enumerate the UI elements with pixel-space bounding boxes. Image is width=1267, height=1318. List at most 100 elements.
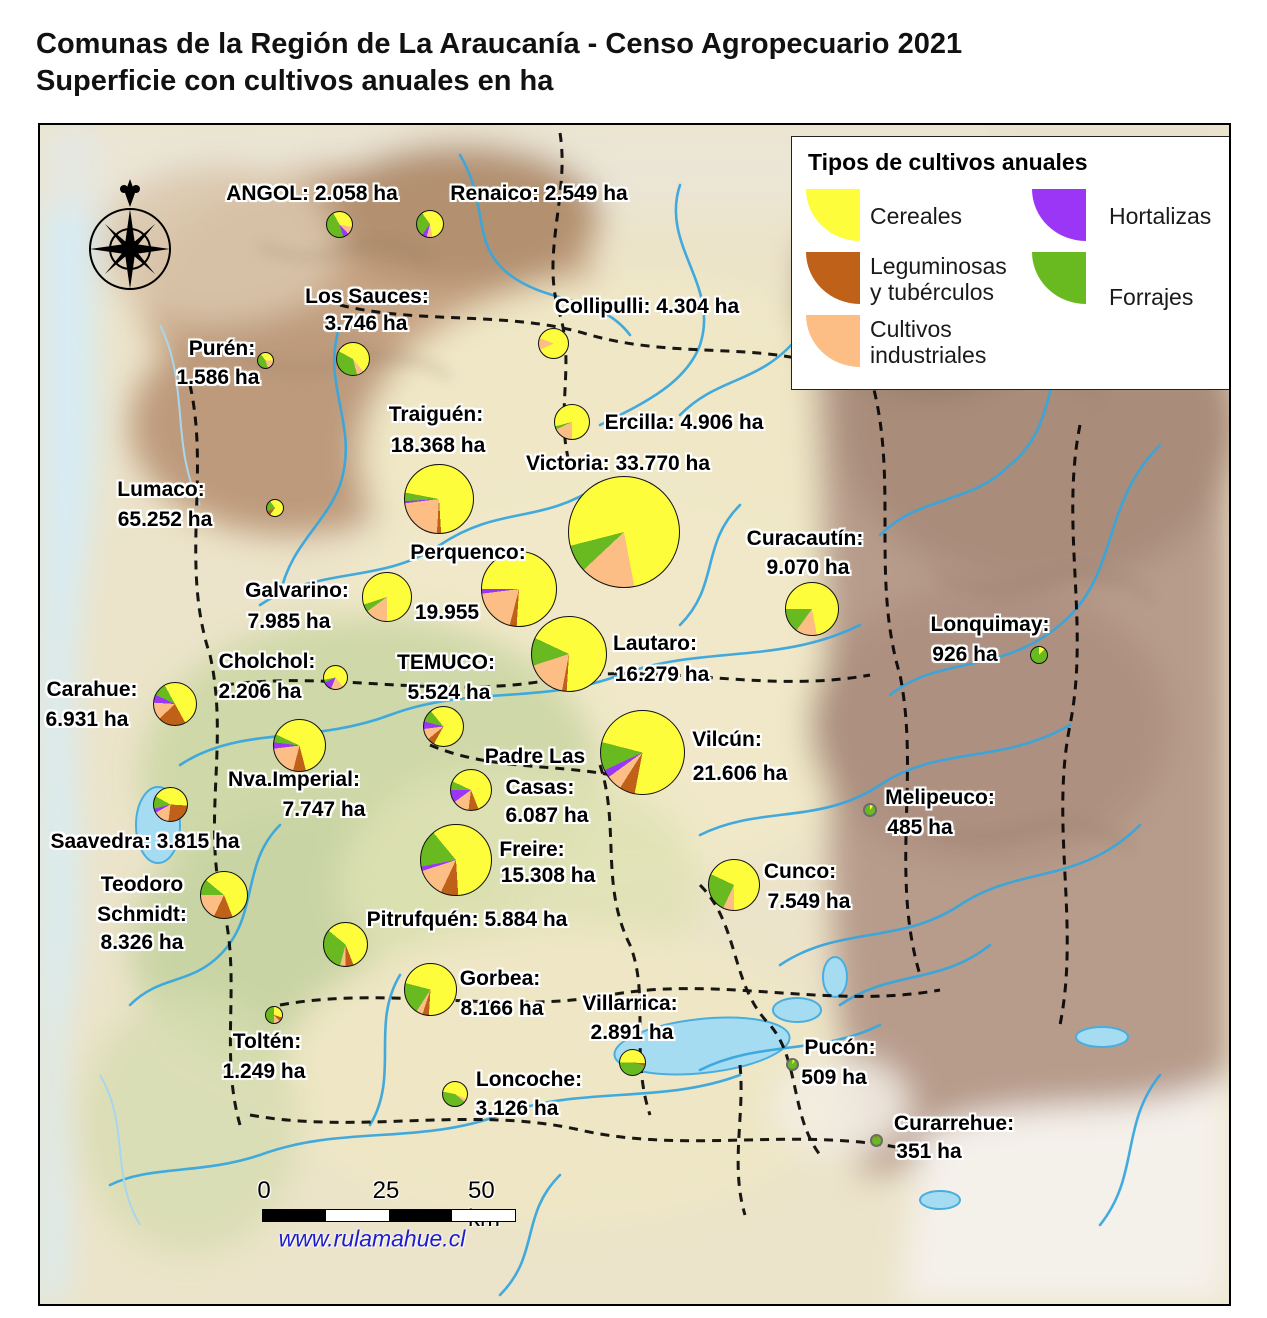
label-collipulli-0: Collipulli: 4.304 ha xyxy=(554,295,740,318)
pie-lumaco xyxy=(266,499,284,517)
label-lonquimay-1: 926 ha xyxy=(932,643,998,666)
scale-label-25: 25 xyxy=(372,1177,400,1204)
pie-teodoro-schmidt xyxy=(200,871,248,919)
scale-label-0: 0 xyxy=(257,1177,271,1204)
label-teodoro-schmidt-0: Teodoro xyxy=(100,873,184,896)
pie-vilcun xyxy=(599,709,685,795)
label-padre-las-casas-1: Casas: xyxy=(505,776,575,799)
pie-lautaro xyxy=(531,616,607,692)
commune-markers-layer: ANGOL: 2.058 ha Renaico: 2.549 ha Los Sauc… xyxy=(40,125,1229,1304)
label-teodoro-schmidt-2: 8.326 ha xyxy=(100,931,184,954)
pie-cholchol xyxy=(322,664,348,690)
label-temuco-0: TEMUCO: xyxy=(397,651,495,674)
label-lonquimay-0: Lonquimay: xyxy=(930,613,1050,636)
scale-segment xyxy=(452,1210,515,1221)
label-saavedra-0: Saavedra: 3.815 ha xyxy=(50,830,240,853)
pie-saavedra xyxy=(152,786,188,822)
label-nueva-imperial-1: 7.747 ha xyxy=(282,798,366,821)
legend-swatch-leguminosas xyxy=(806,252,860,304)
legend-title: Tipos de cultivos anuales xyxy=(808,149,1088,175)
label-traiguen-1: 18.368 ha xyxy=(390,434,486,457)
legend-swatch-forrajes xyxy=(1032,252,1086,304)
legend-box: Tipos de cultivos anuales Cereales Legum… xyxy=(791,136,1229,390)
pie-los-sauces xyxy=(336,342,370,376)
label-curarrehue-0: Curarrehue: xyxy=(893,1112,1015,1135)
pie-villarrica xyxy=(618,1048,646,1076)
pie-tolten xyxy=(265,1006,283,1024)
label-teodoro-schmidt-1: Schmidt: xyxy=(97,903,187,926)
label-los-sauces-1: 3.746 ha xyxy=(324,312,408,335)
pie-cunco xyxy=(708,859,760,911)
label-perquenco-1: 19.955 xyxy=(414,601,480,624)
page-title: Comunas de la Región de La Araucanía - C… xyxy=(36,26,962,100)
label-freire-1: 15.308 ha xyxy=(500,864,596,887)
label-ercilla-0: Ercilla: 4.906 ha xyxy=(604,411,764,434)
label-pucon-0: Pucón: xyxy=(804,1036,876,1059)
label-tolten-0: Toltén: xyxy=(232,1030,302,1053)
scale-segment xyxy=(326,1210,389,1221)
title-line-2: Superficie con cultivos anuales en ha xyxy=(36,65,554,97)
pie-freire xyxy=(420,824,492,896)
pie-gorbea xyxy=(403,962,457,1016)
label-vilcun-0: Vilcún: xyxy=(692,728,762,751)
commune-boundaries xyxy=(188,132,1082,1216)
label-cunco-0: Cunco: xyxy=(763,860,837,883)
label-angol-0: ANGOL: 2.058 ha xyxy=(226,182,398,205)
pie-pucon xyxy=(785,1057,799,1071)
label-pucon-1: 509 ha xyxy=(801,1066,867,1089)
legend-label-industriales: Cultivos industriales xyxy=(870,316,987,368)
label-gorbea-1: 8.166 ha xyxy=(460,997,544,1020)
scale-label-50: 50 km xyxy=(468,1177,500,1232)
legend-label-forrajes: Forrajes xyxy=(1109,284,1194,310)
legend-label-leguminosas: Leguminosas y tubérculos xyxy=(870,253,1007,305)
label-tolten-1: 1.249 ha xyxy=(222,1060,306,1083)
label-curarrehue-1: 351 ha xyxy=(896,1140,962,1163)
scale-segment xyxy=(389,1210,452,1221)
pie-carahue xyxy=(153,682,197,726)
legend-swatch-hortalizas xyxy=(1032,189,1086,241)
label-nueva-imperial-0: Nva.Imperial: xyxy=(228,768,360,791)
label-lumaco-0: Lumaco: xyxy=(117,478,205,501)
label-temuco-1: 5.524 ha xyxy=(407,681,491,704)
label-curacautin-1: 9.070 ha xyxy=(766,556,850,579)
label-freire-0: Freire: xyxy=(499,838,565,861)
website-link[interactable]: www.rulamahue.cl xyxy=(278,1225,466,1252)
pie-galvarino xyxy=(362,572,412,622)
label-galvarino-0: Galvarino: xyxy=(245,579,349,602)
label-los-sauces-0: Los Sauces: xyxy=(305,285,429,308)
label-galvarino-1: 7.985 ha xyxy=(247,610,331,633)
label-puren-0: Purén: xyxy=(188,337,256,360)
legend-swatch-cereales xyxy=(806,189,860,241)
pie-victoria xyxy=(568,476,680,588)
title-line-1: Comunas de la Región de La Araucanía - C… xyxy=(36,28,963,60)
scale-bar: 0 25 50 km xyxy=(257,1177,558,1232)
label-renaico-0: Renaico: 2.549 ha xyxy=(450,182,628,205)
label-traiguen-0: Traiguén: xyxy=(388,403,484,426)
label-carahue-1: 6.931 ha xyxy=(45,708,129,731)
pie-renaico xyxy=(416,210,444,238)
label-lautaro-0: Lautaro: xyxy=(613,632,697,655)
label-padre-las-casas-0: Padre Las xyxy=(484,745,586,768)
pie-curarrehue xyxy=(869,1133,883,1147)
label-carahue-0: Carahue: xyxy=(46,678,138,701)
compass-rose-icon xyxy=(89,179,171,290)
pie-temuco xyxy=(422,705,464,747)
label-melipeuco-0: Melipeuco: xyxy=(885,786,995,809)
pie-curacautin xyxy=(785,582,839,636)
pie-loncoche xyxy=(442,1081,468,1107)
legend-swatch-industriales xyxy=(806,315,860,367)
scale-segment xyxy=(263,1210,326,1221)
label-cholchol-0: Cholchol: xyxy=(218,650,316,673)
label-melipeuco-1: 485 ha xyxy=(887,816,953,839)
label-loncoche-1: 3.126 ha xyxy=(475,1097,559,1120)
pie-padre-las-casas xyxy=(450,769,492,811)
label-lumaco-1: 65.252 ha xyxy=(117,508,213,531)
rivers xyxy=(108,153,1162,1297)
label-villarrica-0: Villarrica: xyxy=(582,992,678,1015)
map-canvas: ANGOL: 2.058 ha Renaico: 2.549 ha Los Sauc… xyxy=(38,123,1231,1306)
pie-angol xyxy=(325,210,353,238)
pie-perquenco xyxy=(481,551,557,627)
pie-collipulli xyxy=(537,327,569,359)
pie-melipeuco xyxy=(863,803,877,817)
